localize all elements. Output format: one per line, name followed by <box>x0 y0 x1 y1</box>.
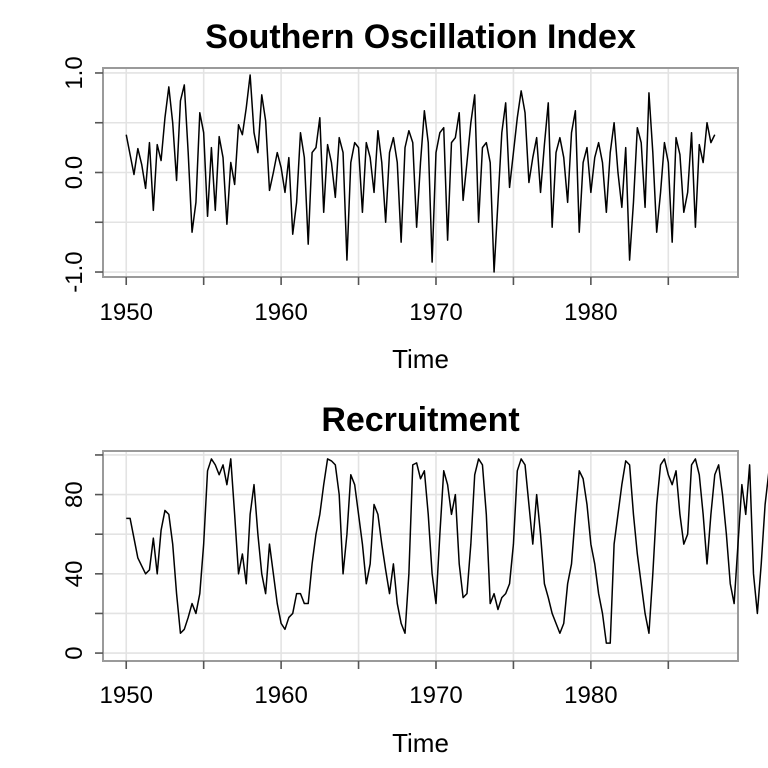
x-tick-label: 1950 <box>100 299 153 326</box>
x-tick-label: 1960 <box>254 299 307 326</box>
y-tick-label: 80 <box>61 481 88 508</box>
y-tick-label: 1.0 <box>61 56 88 89</box>
x-tick-label: 1960 <box>254 682 307 709</box>
y-tick-label: 0.0 <box>61 156 88 189</box>
x-tick-label: 1970 <box>409 682 462 709</box>
x-tick-label: 1950 <box>100 682 153 709</box>
series-line-1 <box>126 458 768 644</box>
plot-frame <box>102 450 739 662</box>
y-tick-label: 0 <box>61 646 88 659</box>
x-tick-label: 1980 <box>564 299 617 326</box>
chart-panel-2: 1950 1960 1970 1980 80 40 0 Recruitment Time <box>61 401 768 758</box>
series-line-1 <box>125 74 716 273</box>
x-axis-label: Time <box>392 344 449 374</box>
plot-border <box>102 450 739 662</box>
chart-panel-1: 1950 1960 1970 1980 1.0 0.0 -1.0 Southern Oscil… <box>61 18 739 374</box>
x-axis-label: Time <box>392 728 449 758</box>
y-tick-label: 40 <box>61 560 88 587</box>
chart-title: Recruitment <box>321 401 519 439</box>
x-tick-label: 1970 <box>409 299 462 326</box>
chart-title: Southern Oscillation Index <box>205 18 636 56</box>
x-tick-label: 1980 <box>564 682 617 709</box>
y-tick-label: -1.0 <box>61 251 88 292</box>
